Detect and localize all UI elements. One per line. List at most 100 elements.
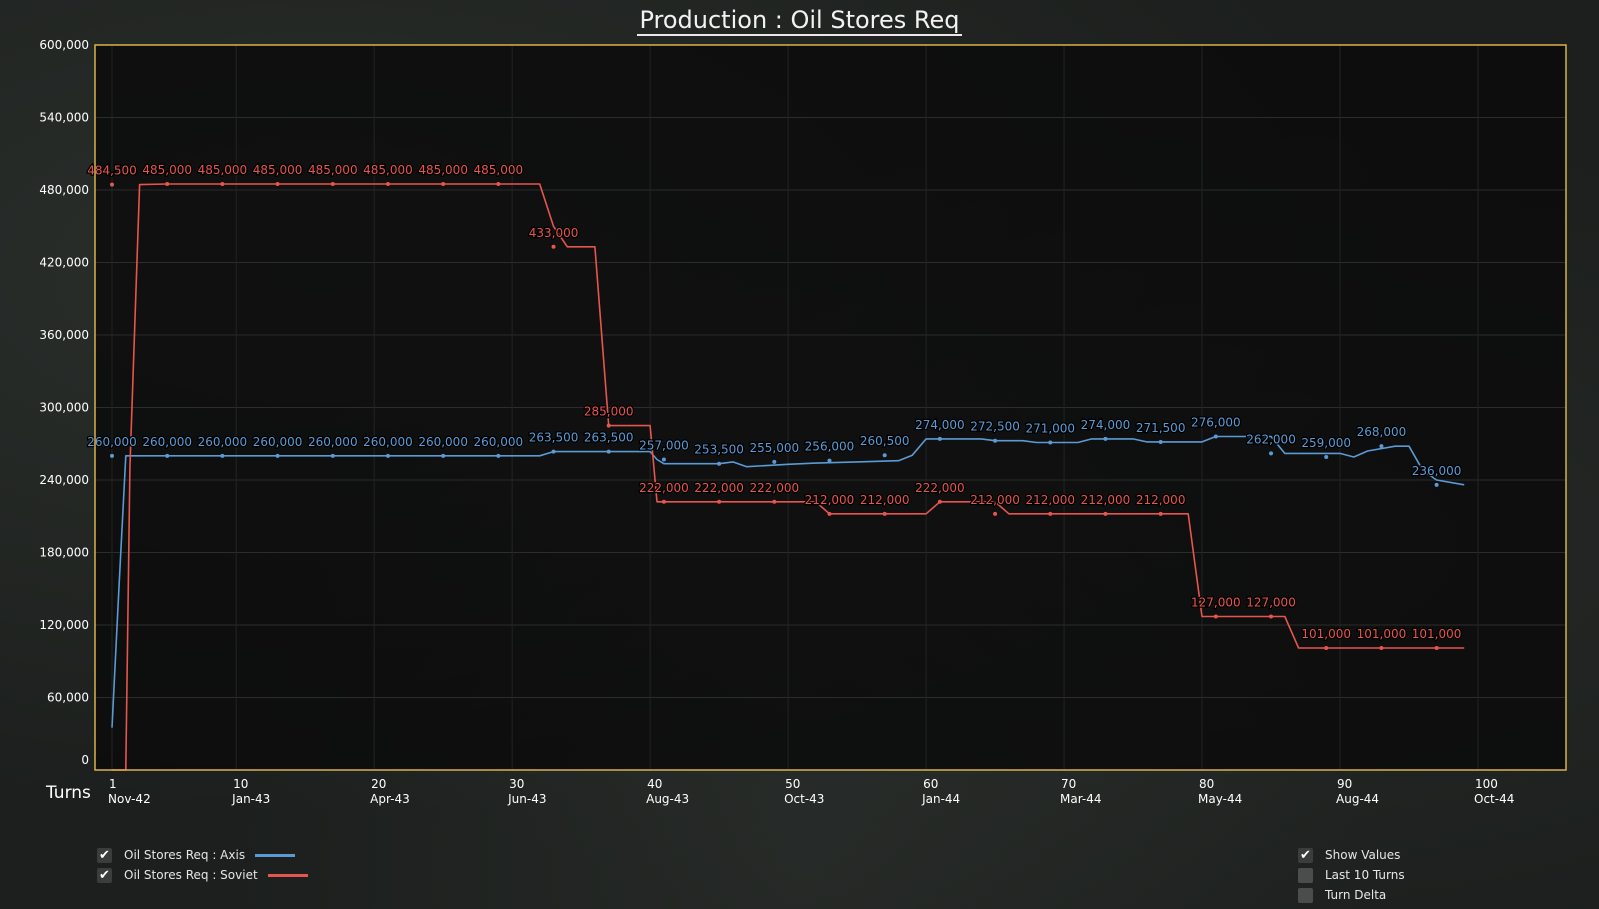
series-value-labels: 260,000 260,000 260,000 260,000 260,000 260,0… [86,162,1463,642]
data-point-axis [937,436,942,441]
data-label-soviet: 485,000 [308,163,358,177]
data-label-soviet: 485,000 [253,163,303,177]
x-tick-date-label: Mar-44 [1060,792,1101,806]
data-point-soviet [330,181,335,186]
data-point-axis [1324,455,1329,460]
data-label-axis: 263,500 [529,431,579,445]
x-tick-label: 70 [1061,777,1076,791]
show-values-label: Show Values [1325,848,1401,862]
data-point-axis [275,453,280,458]
data-point-axis [1158,439,1163,444]
data-label-axis: 260,000 [253,435,303,449]
legend-axis-label: Oil Stores Req : Axis [124,848,246,862]
data-point-axis [385,453,390,458]
data-point-axis [1048,440,1053,445]
data-point-soviet [275,181,280,186]
x-tick-label: 1 [109,777,117,791]
x-tick-date-label: May-44 [1198,792,1242,806]
data-point-soviet [827,511,832,516]
data-label-soviet: 101,000 [1357,627,1407,641]
data-label-axis: 257,000 [639,438,689,452]
data-label-soviet: 285,000 [584,405,634,419]
grid-lines [95,44,1566,771]
data-label-soviet: 485,000 [198,163,248,177]
data-label-axis: 260,500 [860,434,910,448]
data-label-soviet: 222,000 [915,481,965,495]
legend-soviet-label: Oil Stores Req : Soviet [124,868,258,882]
data-point-axis [1434,482,1439,487]
data-point-axis [882,453,887,458]
data-label-soviet: 212,000 [970,493,1020,507]
data-label-axis: 271,500 [1136,421,1186,435]
data-point-soviet [1213,614,1218,619]
data-point-soviet [1434,645,1439,650]
legend-axis-swatch [255,853,296,857]
data-label-soviet: 222,000 [639,481,689,495]
legend-soviet-swatch [267,873,308,877]
y-tick-label: 540,000 [39,111,89,125]
data-point-soviet [993,511,998,516]
y-tick-label: 360,000 [39,328,89,342]
data-point-axis [772,459,777,464]
data-point-axis [330,453,335,458]
data-point-axis [1269,451,1274,456]
data-label-axis: 263,500 [584,431,634,445]
data-label-axis: 260,000 [363,435,413,449]
turn-delta-checkbox[interactable] [1298,887,1313,903]
x-tick-label: 30 [509,777,524,791]
option-turn-delta[interactable]: Turn Delta [1298,885,1405,905]
legend-item-axis[interactable]: ✔ Oil Stores Req : Axis [97,845,308,865]
data-label-soviet: 484,500 [87,164,137,178]
last-10-turns-checkbox[interactable] [1298,867,1313,883]
legend-soviet-checkbox[interactable]: ✔ [97,867,112,883]
data-point-soviet [1103,511,1108,516]
x-tick-date-label: Aug-44 [1336,792,1379,806]
series-line-axis [111,435,1465,728]
data-point-soviet [551,244,556,249]
data-point-axis [661,457,666,462]
y-tick-label: 180,000 [39,546,89,560]
x-tick-date-label: Jan-44 [921,792,960,806]
y-tick-label: 600,000 [39,38,89,52]
data-point-axis [165,453,170,458]
data-point-soviet [385,181,390,186]
data-point-axis [606,449,611,454]
data-point-axis [441,453,446,458]
data-label-axis: 276,000 [1191,416,1241,430]
data-label-soviet: 222,000 [749,481,799,495]
data-label-axis: 236,000 [1412,464,1462,478]
data-label-soviet: 212,000 [1081,493,1131,507]
y-tick-label: 240,000 [39,473,89,487]
data-label-soviet: 485,000 [363,163,413,177]
data-label-soviet: 127,000 [1246,596,1296,610]
x-tick-date-label: Apr-43 [370,792,410,806]
data-label-axis: 259,000 [1301,436,1351,450]
data-point-axis [993,438,998,443]
data-label-soviet: 101,000 [1301,627,1351,641]
data-label-axis: 262,000 [1246,432,1296,446]
x-tick-date-label: Jan-43 [231,792,270,806]
series-legend: ✔ Oil Stores Req : Axis ✔ Oil Stores Req… [97,845,308,885]
data-point-soviet [661,499,666,504]
data-label-soviet: 433,000 [529,226,579,240]
x-tick-label: 10 [233,777,248,791]
data-label-soviet: 485,000 [474,163,524,177]
y-tick-label: 120,000 [39,618,89,632]
data-label-axis: 255,000 [749,441,799,455]
chart-title: Production : Oil Stores Req [0,6,1599,36]
data-label-soviet: 212,000 [860,493,910,507]
data-point-axis [1213,434,1218,439]
data-point-soviet [220,181,225,186]
legend-axis-checkbox[interactable]: ✔ [97,847,112,863]
show-values-checkbox[interactable]: ✔ [1298,847,1313,863]
x-tick-date-label: Oct-43 [784,792,824,806]
option-last-10-turns[interactable]: Last 10 Turns [1298,865,1405,885]
data-label-axis: 260,000 [418,435,468,449]
legend-item-soviet[interactable]: ✔ Oil Stores Req : Soviet [97,865,308,885]
option-show-values[interactable]: ✔ Show Values [1298,845,1405,865]
data-label-axis: 260,000 [474,435,524,449]
series-markers [110,181,1439,650]
x-axis-label: Turns [45,783,91,803]
